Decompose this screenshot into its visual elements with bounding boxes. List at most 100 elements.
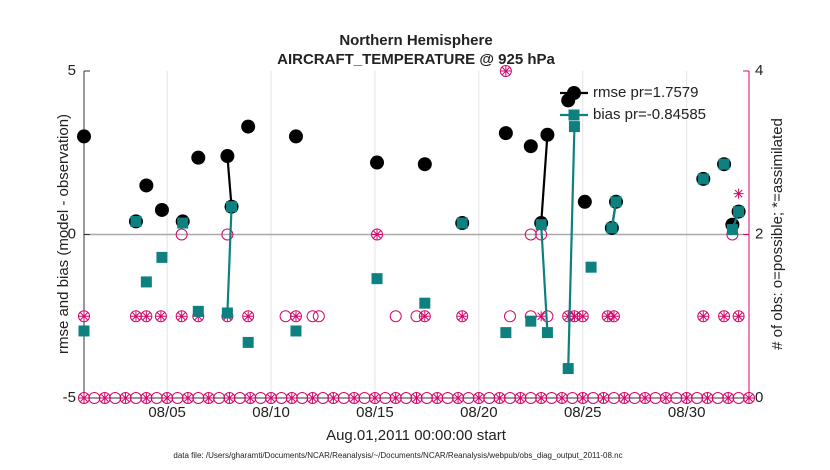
point xyxy=(223,392,236,404)
point xyxy=(718,310,731,323)
point xyxy=(119,392,132,404)
point xyxy=(659,392,672,404)
point xyxy=(524,228,537,241)
legend-label: rmse pr=1.7579 xyxy=(593,84,698,101)
point xyxy=(202,392,215,404)
point xyxy=(286,393,297,403)
point xyxy=(130,215,142,227)
point xyxy=(192,305,204,317)
point xyxy=(139,178,154,193)
point xyxy=(535,219,547,231)
point xyxy=(226,201,238,213)
point xyxy=(244,392,257,404)
point xyxy=(177,217,189,229)
point xyxy=(306,310,319,323)
point xyxy=(732,310,745,323)
point xyxy=(266,393,277,403)
point xyxy=(744,393,754,403)
point xyxy=(221,228,234,241)
point xyxy=(525,315,537,327)
point xyxy=(98,392,111,404)
point xyxy=(419,297,431,309)
point xyxy=(368,392,381,404)
x-tick-label: 08/25 xyxy=(564,404,602,421)
point xyxy=(161,392,174,404)
point xyxy=(499,65,512,77)
point xyxy=(457,311,468,322)
point xyxy=(597,392,610,404)
point xyxy=(598,393,609,403)
point xyxy=(245,393,256,403)
point xyxy=(472,392,485,404)
point xyxy=(371,273,383,285)
point xyxy=(540,127,555,142)
point xyxy=(242,310,255,323)
point xyxy=(79,311,89,322)
point xyxy=(290,311,301,322)
point xyxy=(411,393,422,403)
point xyxy=(79,393,89,403)
point xyxy=(290,325,302,337)
point xyxy=(182,393,193,403)
point xyxy=(78,392,90,404)
point xyxy=(541,327,553,339)
point xyxy=(181,392,194,404)
point xyxy=(203,393,214,403)
point xyxy=(608,311,619,322)
point xyxy=(141,393,152,403)
point xyxy=(697,173,709,185)
point xyxy=(493,392,506,404)
point xyxy=(369,393,380,403)
point xyxy=(419,311,430,322)
point xyxy=(241,119,256,134)
point xyxy=(140,276,152,288)
point xyxy=(701,392,714,404)
point xyxy=(224,393,235,403)
point xyxy=(473,393,484,403)
legend-marker xyxy=(568,109,580,121)
point xyxy=(327,392,340,404)
point xyxy=(555,392,568,404)
point xyxy=(618,392,631,404)
point xyxy=(577,194,592,209)
point xyxy=(140,392,153,404)
series-line xyxy=(226,126,740,369)
point xyxy=(719,311,730,322)
point xyxy=(370,155,385,170)
point xyxy=(221,307,233,319)
point xyxy=(697,310,710,323)
point xyxy=(639,392,652,404)
point xyxy=(371,228,384,241)
x-tick-label: 08/30 xyxy=(668,404,706,421)
point xyxy=(494,393,505,403)
point xyxy=(120,393,131,403)
point xyxy=(175,228,188,241)
point xyxy=(349,393,360,403)
point xyxy=(242,336,254,348)
chart-title: Northern Hemisphere xyxy=(339,32,492,49)
point xyxy=(619,393,630,403)
point xyxy=(154,310,167,323)
point xyxy=(523,139,538,154)
point xyxy=(504,310,517,323)
point xyxy=(500,66,511,76)
y2-tick-label: 0 xyxy=(755,389,763,406)
x-tick-label: 08/15 xyxy=(356,404,394,421)
point xyxy=(348,392,361,404)
point xyxy=(389,310,402,323)
point xyxy=(141,311,152,322)
point xyxy=(417,157,432,172)
point xyxy=(640,393,651,403)
point xyxy=(77,129,91,144)
point xyxy=(162,393,173,403)
point xyxy=(500,327,512,339)
point xyxy=(514,392,527,404)
point xyxy=(432,393,443,403)
point xyxy=(610,196,622,208)
legend-label: bias pr=-0.84585 xyxy=(593,106,706,123)
legend-marker xyxy=(567,86,581,100)
y-tick-label: 0 xyxy=(68,225,76,242)
chart-title: AIRCRAFT_TEMPERATURE @ 925 hPa xyxy=(277,51,555,68)
point xyxy=(556,393,567,403)
